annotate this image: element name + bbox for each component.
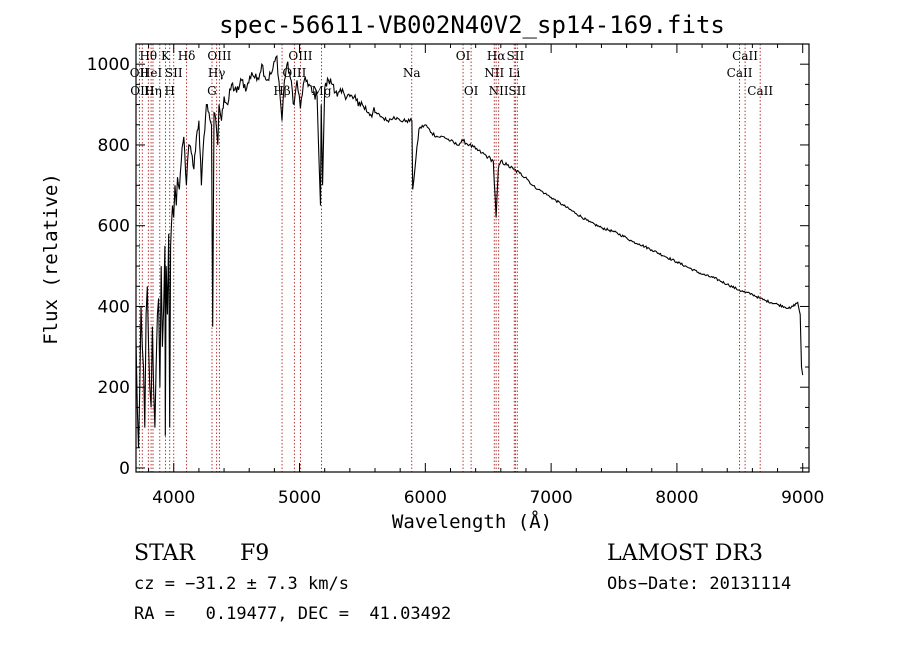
line-marker-label-19: OI [464,84,479,98]
redshift-velocity: cz = −31.2 ± 7.3 km/s [134,574,349,594]
x-axis-label: Wavelength (Å) [392,510,552,533]
line-marker-label-4: Hη [144,84,162,98]
y-tick-label-0: 0 [119,459,130,479]
line-marker-label-8: SII [165,66,183,80]
x-tick-label-7000: 7000 [529,488,572,508]
line-marker-label-13: Hβ [273,84,290,98]
y-tick-label-1000: 1000 [87,55,130,75]
x-axis-ticks: 4000 5000 6000 7000 8000 9000 [148,44,824,508]
observation-date: Obs−Date: 20131114 [607,574,791,594]
x-tick-label-9000: 9000 [781,488,824,508]
x-tick-label-4000: 4000 [152,488,195,508]
line-marker-label-6: K [161,49,171,63]
line-marker-label-21: Hα [487,49,506,63]
spectral-subclass: F9 [240,541,269,566]
line-marker-label-15: OIII [288,49,312,63]
line-marker-label-23: Li [508,66,520,80]
y-axis-label: Flux (relative) [40,173,62,345]
object-type: STAR [134,541,196,566]
line-marker-label-2: Hθ [139,49,157,63]
y-tick-label-800: 800 [98,136,130,156]
x-tick-label-5000: 5000 [278,488,321,508]
line-marker-label-24: SII [507,49,525,63]
line-marker-label-0: OII [130,66,150,80]
line-marker-label-18: OI [456,49,471,63]
line-marker-label-28: CaII [747,84,773,98]
x-tick-label-6000: 6000 [404,488,447,508]
line-marker-label-11: Hγ [208,66,226,80]
chart-title: spec-56611-VB002N40V2_sp14-169.fits [219,11,725,39]
survey-name: LAMOST DR3 [607,541,763,566]
line-marker-label-27: CaII [732,49,758,63]
y-axis-ticks: 0 200 400 600 800 1000 [87,55,809,479]
line-marker-label-17: Na [403,66,421,80]
y-tick-label-200: 200 [98,378,130,398]
line-marker-label-20: NII [484,66,504,80]
spectral-line-labels: OIIOIIIHθHeIHηKHSIIHδGHγOIIIHβOIIIOIIIMg… [130,49,774,98]
sky-coordinates: RA = 0.19477, DEC = 41.03492 [134,604,451,624]
y-tick-label-400: 400 [98,297,130,317]
line-marker-label-12: OIII [207,49,231,63]
line-marker-label-10: G [207,84,217,98]
line-marker-label-3: HeI [140,66,163,80]
line-marker-label-26: CaII [727,66,753,80]
y-tick-label-600: 600 [98,217,130,237]
flux-series-line [136,54,804,448]
line-marker-label-25: SII [508,84,526,98]
spectral-line-markers [138,44,761,472]
line-marker-label-9: Hδ [178,49,196,63]
plot-frame [135,43,810,473]
x-tick-label-8000: 8000 [655,488,698,508]
line-marker-label-7: H [164,84,174,98]
line-marker-label-22: NII [489,84,509,98]
